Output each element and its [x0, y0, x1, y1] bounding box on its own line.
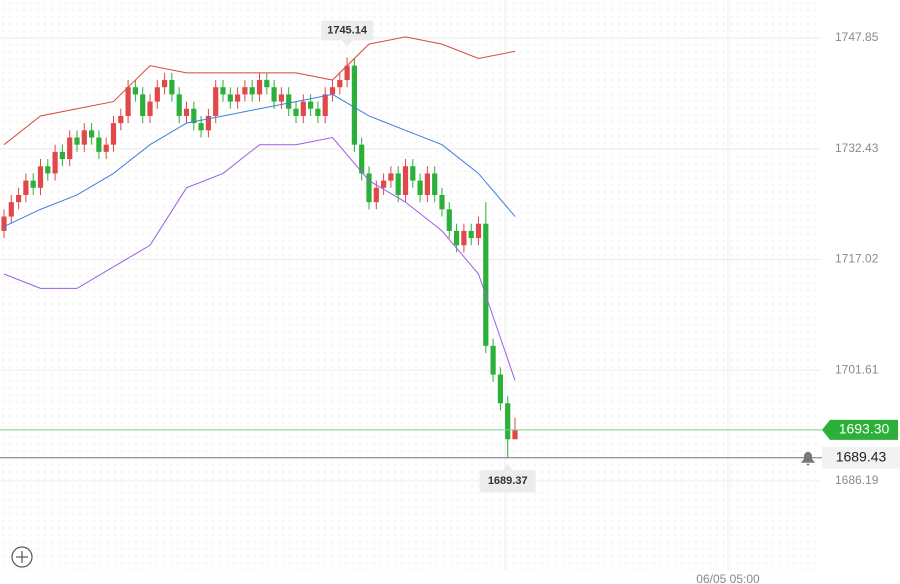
candle-body [242, 87, 248, 95]
candle-body [410, 166, 416, 181]
candle-body [337, 80, 343, 88]
candle-body [125, 87, 131, 116]
high-marker-label: 1745.14 [327, 24, 368, 36]
candle-body [432, 173, 438, 195]
last-price-label: 1693.30 [839, 421, 890, 437]
candle-body [30, 180, 36, 188]
candle-body [315, 108, 321, 116]
candle-body [147, 101, 153, 116]
candle-body [278, 94, 284, 102]
candle-body [198, 123, 204, 131]
alert-label: 1689.43 [836, 448, 887, 464]
candle-body [74, 137, 80, 145]
background-map [0, 0, 820, 570]
last-price-tag [822, 419, 898, 440]
candle-body [37, 166, 44, 188]
candle-body [439, 194, 445, 210]
candle-body [176, 94, 182, 116]
candle-body [293, 108, 299, 116]
high-marker-arrow [342, 40, 353, 47]
candle-body [402, 166, 409, 195]
candle-body [359, 144, 365, 174]
candle-body [227, 94, 233, 102]
candle-body [1, 216, 7, 231]
alert-bell [801, 451, 815, 466]
candle-body [169, 80, 175, 95]
candle-body [300, 101, 306, 116]
candle-body [344, 65, 350, 81]
candle-body [52, 151, 58, 174]
high-marker-box [321, 20, 374, 41]
candle-body [351, 65, 357, 145]
y-tick-label: 1686.19 [835, 473, 879, 487]
alert-tag [822, 446, 900, 469]
candle-body [446, 209, 452, 231]
candle-body [16, 194, 22, 203]
candle-body [490, 345, 496, 375]
candle-body [249, 87, 255, 95]
candle-body [183, 108, 190, 116]
candle-body [205, 115, 211, 131]
low-marker-label: 1689.37 [488, 475, 528, 487]
candle-body [264, 80, 270, 88]
y-tick-label: 1701.61 [835, 362, 879, 376]
candle-body [308, 101, 314, 109]
candle-body [454, 230, 460, 246]
low-marker-box [479, 470, 536, 493]
candle-body [512, 429, 518, 440]
candle-body [468, 230, 474, 239]
candle-body [424, 173, 430, 195]
candle-body [154, 87, 160, 102]
candle-body [96, 137, 102, 152]
band-line [3, 36, 516, 146]
band-line [3, 93, 516, 228]
y-tick-label: 1747.85 [835, 30, 879, 44]
candle-body [89, 130, 95, 138]
y-tick-label: 1717.02 [835, 252, 879, 266]
x-tick-label: 06/05 05:00 [696, 572, 760, 584]
candle-body [286, 94, 292, 109]
candle-body [271, 87, 277, 102]
y-tick-label: 1732.43 [835, 141, 879, 155]
candle-body [103, 144, 109, 152]
candle-body [162, 80, 168, 88]
candle-body [373, 187, 379, 203]
candle-body [23, 180, 29, 195]
candle-body [8, 202, 14, 217]
candle-body [329, 87, 336, 95]
candle-body [256, 80, 263, 95]
candle-body [213, 87, 219, 116]
candle-body [322, 94, 328, 116]
candle-body [220, 87, 226, 95]
candle-body [59, 151, 65, 160]
candle-body [45, 166, 51, 174]
candle-body [67, 137, 73, 160]
candle-body [140, 94, 146, 116]
candle-body [388, 173, 394, 181]
candle-body [461, 230, 467, 246]
candle-body [475, 223, 482, 239]
candle-body [497, 374, 503, 404]
candle-body [505, 403, 511, 440]
candle-body [483, 223, 489, 346]
candle-body [132, 87, 138, 95]
band-line [3, 136, 516, 381]
candle-body [81, 130, 87, 145]
candle-body [417, 180, 423, 195]
candle-body [235, 94, 241, 102]
candle-body [366, 173, 372, 203]
candle-body [110, 123, 117, 145]
candle-body [118, 115, 124, 124]
add-button[interactable] [11, 546, 33, 568]
candle-body [395, 173, 401, 195]
low-marker-arrow [502, 464, 513, 471]
candle-body [191, 108, 197, 124]
plot [0, 36, 820, 482]
candle-body [381, 180, 387, 188]
